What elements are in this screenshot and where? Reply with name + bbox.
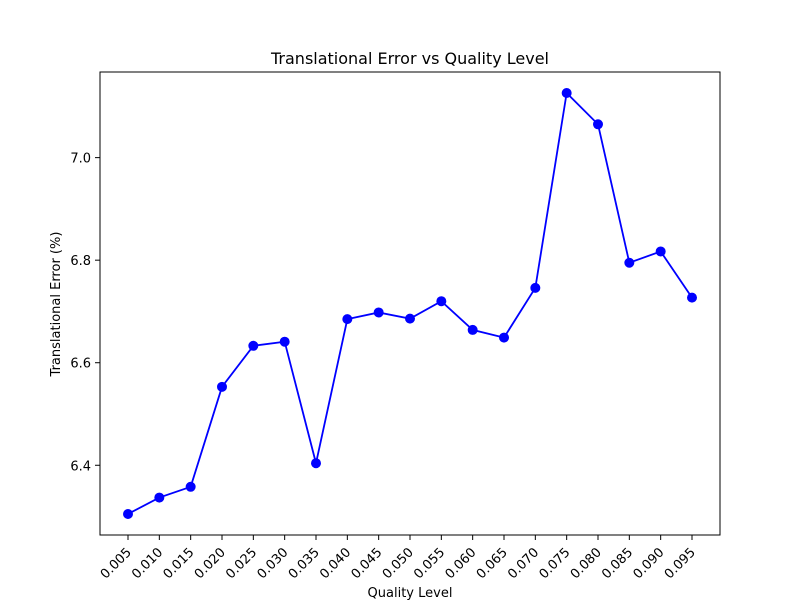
x-tick-label: 0.075: [537, 545, 574, 582]
y-axis: 6.4 6.6 6.8 7.0: [70, 152, 100, 474]
data-point: [373, 307, 384, 318]
data-point: [154, 492, 165, 503]
x-tick-label: 0.080: [568, 545, 605, 582]
data-point: [530, 282, 541, 293]
x-tick-label: 0.050: [380, 545, 417, 582]
data-point: [655, 246, 666, 257]
data-point: [185, 481, 196, 492]
y-tick-label: 6.6: [70, 357, 91, 372]
y-axis-label: Translational Error (%): [49, 232, 64, 378]
data-point: [310, 458, 321, 469]
x-tick-label: 0.065: [474, 545, 511, 582]
chart-title: Translational Error vs Quality Level: [270, 49, 549, 68]
series-markers: [123, 88, 698, 519]
data-point: [216, 381, 227, 392]
x-tick-label: 0.055: [411, 545, 448, 582]
x-axis: 0.0050.0100.0150.0200.0250.0300.0350.040…: [98, 535, 699, 582]
x-tick-label: 0.040: [317, 545, 354, 582]
x-axis-label: Quality Level: [368, 586, 453, 600]
x-tick-label: 0.090: [631, 545, 668, 582]
y-tick-label: 7.0: [70, 152, 91, 167]
x-tick-label: 0.005: [98, 545, 135, 582]
data-point: [436, 296, 447, 307]
x-tick-label: 0.015: [161, 545, 198, 582]
x-tick-label: 0.025: [223, 545, 260, 582]
x-tick-label: 0.085: [599, 545, 636, 582]
x-tick-label: 0.030: [255, 545, 292, 582]
x-tick-label: 0.020: [192, 545, 229, 582]
data-point: [248, 340, 259, 351]
series-line: [127, 91, 693, 515]
y-tick-label: 6.8: [70, 254, 91, 269]
data-point: [342, 314, 353, 325]
x-tick-label: 0.035: [286, 545, 323, 582]
data-point: [593, 119, 604, 130]
data-point: [404, 313, 415, 324]
data-point: [624, 257, 635, 268]
x-tick-label: 0.095: [662, 545, 699, 582]
data-point: [279, 336, 290, 347]
data-point: [467, 324, 478, 335]
x-tick-label: 0.060: [443, 545, 480, 582]
data-point: [498, 332, 509, 343]
data-point: [687, 292, 698, 303]
plot-area-frame: [99, 71, 721, 536]
data-point: [123, 508, 134, 519]
y-tick-label: 6.4: [70, 459, 91, 474]
x-tick-label: 0.010: [129, 545, 166, 582]
data-point: [561, 88, 572, 99]
x-tick-label: 0.045: [349, 545, 386, 582]
x-tick-label: 0.070: [505, 545, 542, 582]
